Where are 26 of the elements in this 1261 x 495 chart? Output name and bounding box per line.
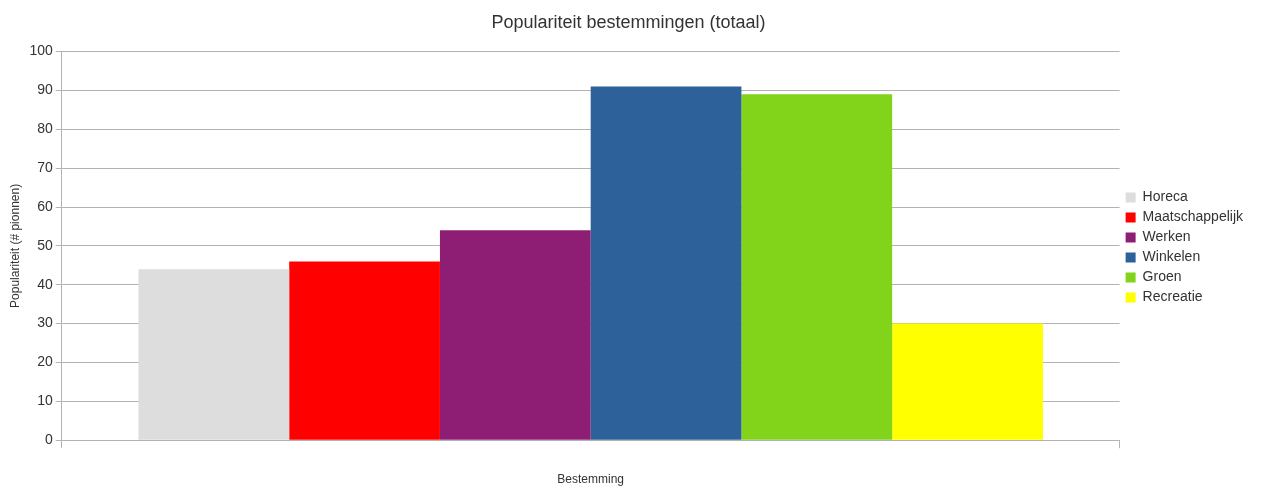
bar — [590, 86, 742, 440]
x-axis-title: Bestemming — [557, 472, 625, 487]
bar — [892, 323, 1043, 440]
y-tick-label: 80 — [37, 120, 53, 137]
bar — [289, 261, 440, 440]
y-tick-label: 100 — [29, 42, 53, 59]
y-tick-label: 20 — [37, 353, 53, 370]
bar — [439, 230, 591, 440]
y-tick-label: 50 — [37, 236, 53, 253]
legend-label: Horeca — [1142, 188, 1188, 205]
y-tick-label: 90 — [37, 81, 53, 98]
y-axis-title: Populariteit (# pionnen) — [7, 183, 22, 308]
legend-label: Groen — [1142, 268, 1182, 285]
legend-label: Maatschappelijk — [1142, 208, 1244, 225]
legend-label: Winkelen — [1142, 248, 1201, 265]
chart-title: Populariteit bestemmingen (totaal) — [491, 11, 766, 32]
bar — [741, 94, 893, 440]
y-tick-label: 60 — [37, 197, 53, 214]
legend-label: Werken — [1142, 228, 1191, 245]
y-tick-label: 40 — [37, 275, 53, 292]
y-tick-label: 0 — [44, 431, 53, 448]
y-tick-label: 70 — [37, 159, 53, 176]
y-tick-label: 30 — [37, 314, 53, 331]
bar — [138, 269, 290, 440]
legend-label: Recreatie — [1142, 288, 1203, 305]
y-tick-label: 10 — [37, 392, 53, 409]
